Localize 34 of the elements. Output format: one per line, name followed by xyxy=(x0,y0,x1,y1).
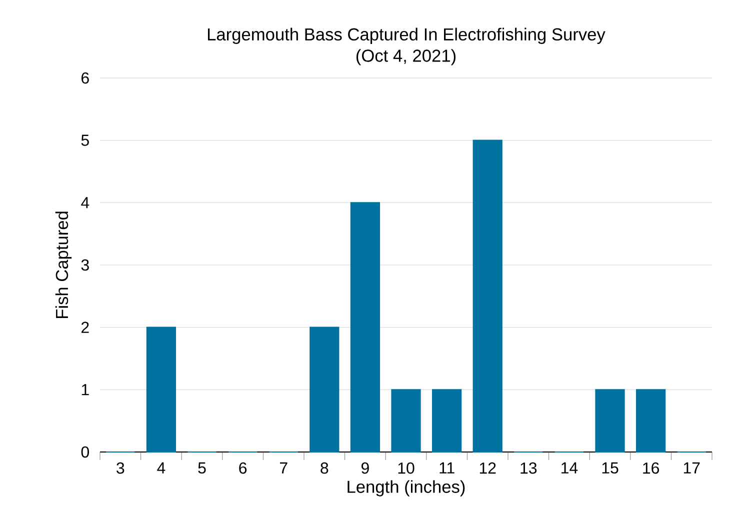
y-tick-label: 5 xyxy=(81,134,89,146)
x-tick-label: 7 xyxy=(280,462,288,474)
x-tick-label: 4 xyxy=(157,462,166,474)
bar xyxy=(350,202,380,453)
x-tick-label: 14 xyxy=(562,462,578,474)
y-tick-label: 2 xyxy=(82,322,89,333)
x-tick-label: 5 xyxy=(198,462,206,474)
bar xyxy=(310,326,340,453)
x-tick-label: 16 xyxy=(643,462,660,474)
x-tick-label: 12 xyxy=(480,462,496,474)
y-tick-label: 6 xyxy=(82,72,89,84)
bar xyxy=(595,389,625,453)
y-axis-title: Fish Captured xyxy=(55,212,72,318)
x-tick-label: 17 xyxy=(684,462,700,474)
x-tick-label: 9 xyxy=(362,462,369,474)
y-tick-label: 1 xyxy=(82,384,89,396)
x-tick-label: 15 xyxy=(602,462,618,474)
bar xyxy=(636,389,666,453)
chart-title: Largemouth Bass Captured In Electrofishing Survey xyxy=(208,28,606,44)
x-tick-label: 3 xyxy=(116,462,124,474)
bar xyxy=(391,389,421,453)
x-tick-label: 10 xyxy=(398,462,414,474)
bar xyxy=(432,389,462,453)
x-tick-label: 8 xyxy=(320,462,328,474)
x-tick-label: 13 xyxy=(520,462,537,474)
y-tick-label: 3 xyxy=(81,259,89,271)
chart-subtitle: (Oct 4, 2021) xyxy=(356,49,456,66)
bar xyxy=(146,326,176,453)
x-tick-label: 6 xyxy=(239,462,247,474)
y-tick-label: 0 xyxy=(81,446,89,458)
y-tick-label: 4 xyxy=(81,197,90,208)
x-axis-title: Length (inches) xyxy=(348,480,465,496)
bar xyxy=(472,140,502,453)
x-tick-label: 11 xyxy=(440,462,454,474)
